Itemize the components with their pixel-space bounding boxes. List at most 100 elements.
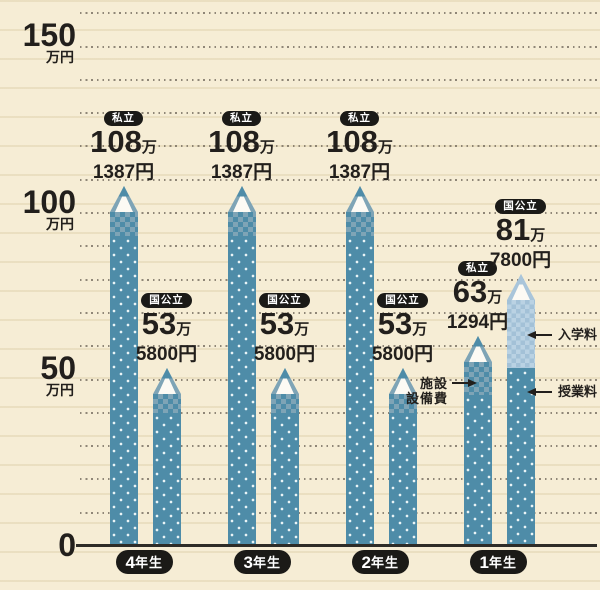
category-label-year3: 3 年生 [233,550,291,574]
gridline-140man [80,78,597,81]
bar-public-year3-value-label: 国公立 53万 5800円 [220,291,350,364]
amount-yen: 5800円 [371,344,434,365]
amount-yen: 7800円 [489,250,552,271]
gridline-100man [80,212,597,214]
amount-man: 108万 [208,124,275,159]
y-tick-unit: 万円 [46,216,74,232]
pencil-tip-icon [345,186,374,212]
series-badge: 私立 [222,110,261,126]
pencil-tip-icon [506,274,535,300]
checker-band [152,394,181,413]
category-number: 3 [243,552,253,572]
category-number: 1 [479,552,489,572]
category-number: 4 [125,552,135,572]
bar-private-year1-value-label: 私立 63万 1294円 [413,259,543,332]
gridline-80man [80,278,597,281]
amount-yen: 1387円 [328,162,391,183]
bar-public-year4-value-label: 国公立 53万 5800円 [102,291,232,364]
category-label-year4: 4 年生 [115,550,173,574]
series-badge: 国公立 [377,292,428,308]
bar-private-year3-value-label: 私立 108万 1387円 [177,109,307,182]
y-tick-value: 150 [22,17,76,53]
bar-body [388,413,417,546]
bar-private-year3 [227,186,256,546]
gridline-10man [80,511,597,514]
bar-public-year4 [152,368,181,546]
y-axis-tick-0: 0 [0,527,76,563]
amount-man: 63万 [452,274,503,309]
gridline-110man [80,178,597,181]
y-axis-tick-150: 150 万円 [0,17,76,65]
y-tick-value: 50 [40,350,76,386]
amount-yen: 1294円 [446,312,509,333]
series-badge: 私立 [340,110,379,126]
bar-body [463,395,492,546]
category-suffix: 年生 [370,554,399,570]
annotation-label-facility-line1: 施設 [419,376,448,391]
gridline-30man [80,445,597,448]
bar-public-year2 [388,368,417,546]
series-badge: 国公立 [495,198,546,214]
annotation-label-entrance-fee: 入学料 [558,327,598,342]
bar-public-year1-value-label: 国公立 81万 7800円 [456,197,586,270]
pencil-tip-icon [152,368,181,394]
y-tick-value: 100 [22,184,76,220]
gridline-90man [80,245,597,248]
x-axis-line [76,544,597,547]
y-tick-unit: 万円 [46,49,74,65]
bar-body [345,236,374,546]
annotation-nyugakuryo: 入学料 [527,327,597,342]
category-label-year1: 1 年生 [469,550,527,574]
y-axis-tick-50: 50 万円 [0,350,76,398]
bar-body [227,236,256,546]
bar-public-year2-value-label: 国公立 53万 5800円 [338,291,468,364]
pencil-tip-icon [388,368,417,394]
gridline-40man [80,411,597,414]
amount-yen: 5800円 [253,344,316,365]
bar-private-year4-value-label: 私立 108万 1387円 [59,109,189,182]
series-badge: 私立 [458,260,497,276]
series-badge: 国公立 [259,292,310,308]
gridline-20man [80,478,597,481]
arrow-line [536,333,552,336]
gridline-50man [80,378,597,381]
arrow-line [536,390,552,393]
checker-band [345,212,374,236]
amount-yen: 1387円 [210,162,273,183]
bar-body [270,413,299,546]
bar-public-year3 [270,368,299,546]
y-tick-unit: 万円 [46,382,74,398]
amount-man: 53万 [141,306,192,341]
bar-private-year2-value-label: 私立 108万 1387円 [295,109,425,182]
category-label-year2: 2 年生 [351,550,409,574]
gridline-60man [80,345,597,348]
gridline-130man [80,112,597,115]
pencil-tip-icon [227,186,256,212]
arrow-left-icon [527,330,536,339]
checker-band [270,394,299,413]
gridline-150man [80,45,597,48]
checker-band [388,394,417,413]
category-number: 2 [361,552,371,572]
gridline-120man [80,145,597,148]
checker-band [227,212,256,236]
checker-band [463,362,492,395]
bar-private-year1 [463,336,492,546]
pencil-tip-icon [270,368,299,394]
category-suffix: 年生 [134,554,163,570]
gridline-160man [80,12,597,15]
pencil-tip-icon [463,336,492,362]
annotation-shisetsu-arrow [452,379,477,387]
tuition-segment [506,368,535,546]
bar-body [109,236,138,546]
amount-man: 81万 [495,212,546,247]
y-tick-value: 0 [58,527,76,563]
annotation-label-facility-line2: 設備費 [405,391,448,406]
bar-body [152,413,181,546]
amount-man: 108万 [90,124,157,159]
bar-private-year4 [109,186,138,546]
pencil-tip-icon [109,186,138,212]
annotation-shisetsu-text: 施設 設備費 [392,376,448,406]
amount-man: 53万 [377,306,428,341]
